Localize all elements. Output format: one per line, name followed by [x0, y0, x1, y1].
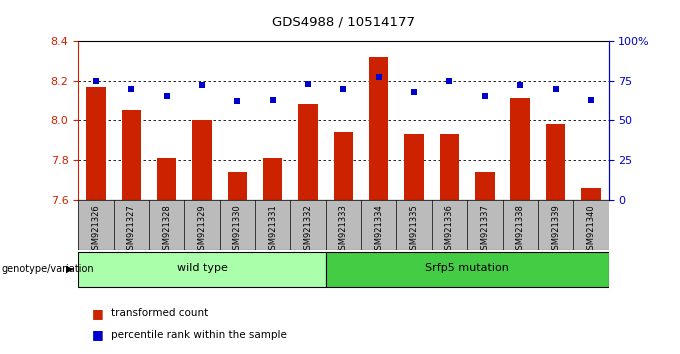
Bar — [192, 120, 211, 200]
Text: ▶: ▶ — [66, 264, 74, 274]
Bar — [299, 104, 318, 200]
Text: percentile rank within the sample: percentile rank within the sample — [111, 330, 287, 339]
Text: transformed count: transformed count — [111, 308, 208, 318]
Bar — [546, 124, 565, 200]
Text: GSM921326: GSM921326 — [91, 204, 101, 255]
Text: Srfp5 mutation: Srfp5 mutation — [425, 263, 509, 273]
Bar — [475, 172, 494, 200]
Bar — [78, 251, 326, 287]
Text: GDS4988 / 10514177: GDS4988 / 10514177 — [272, 16, 415, 29]
Text: GSM921339: GSM921339 — [551, 204, 560, 255]
Text: wild type: wild type — [177, 263, 227, 273]
Text: GSM921329: GSM921329 — [197, 204, 207, 255]
Bar — [369, 57, 388, 200]
Text: GSM921340: GSM921340 — [586, 204, 596, 255]
Bar — [511, 98, 530, 200]
Bar — [581, 188, 600, 200]
Bar — [334, 132, 353, 200]
Bar — [326, 251, 609, 287]
Bar — [440, 134, 459, 200]
Text: GSM921338: GSM921338 — [515, 204, 525, 255]
Text: GSM921337: GSM921337 — [480, 204, 490, 255]
Text: GSM921333: GSM921333 — [339, 204, 348, 255]
Text: GSM921327: GSM921327 — [126, 204, 136, 255]
Text: GSM921336: GSM921336 — [445, 204, 454, 255]
Text: GSM921328: GSM921328 — [162, 204, 171, 255]
Bar — [122, 110, 141, 200]
Bar — [86, 86, 105, 200]
Bar — [405, 134, 424, 200]
Text: GSM921334: GSM921334 — [374, 204, 384, 255]
Text: ■: ■ — [92, 328, 103, 341]
Text: genotype/variation: genotype/variation — [1, 264, 94, 274]
Text: ■: ■ — [92, 307, 103, 320]
Bar — [228, 172, 247, 200]
Bar — [263, 158, 282, 200]
Text: GSM921330: GSM921330 — [233, 204, 242, 255]
Text: GSM921331: GSM921331 — [268, 204, 277, 255]
Text: GSM921332: GSM921332 — [303, 204, 313, 255]
Text: GSM921335: GSM921335 — [409, 204, 419, 255]
Bar — [157, 158, 176, 200]
